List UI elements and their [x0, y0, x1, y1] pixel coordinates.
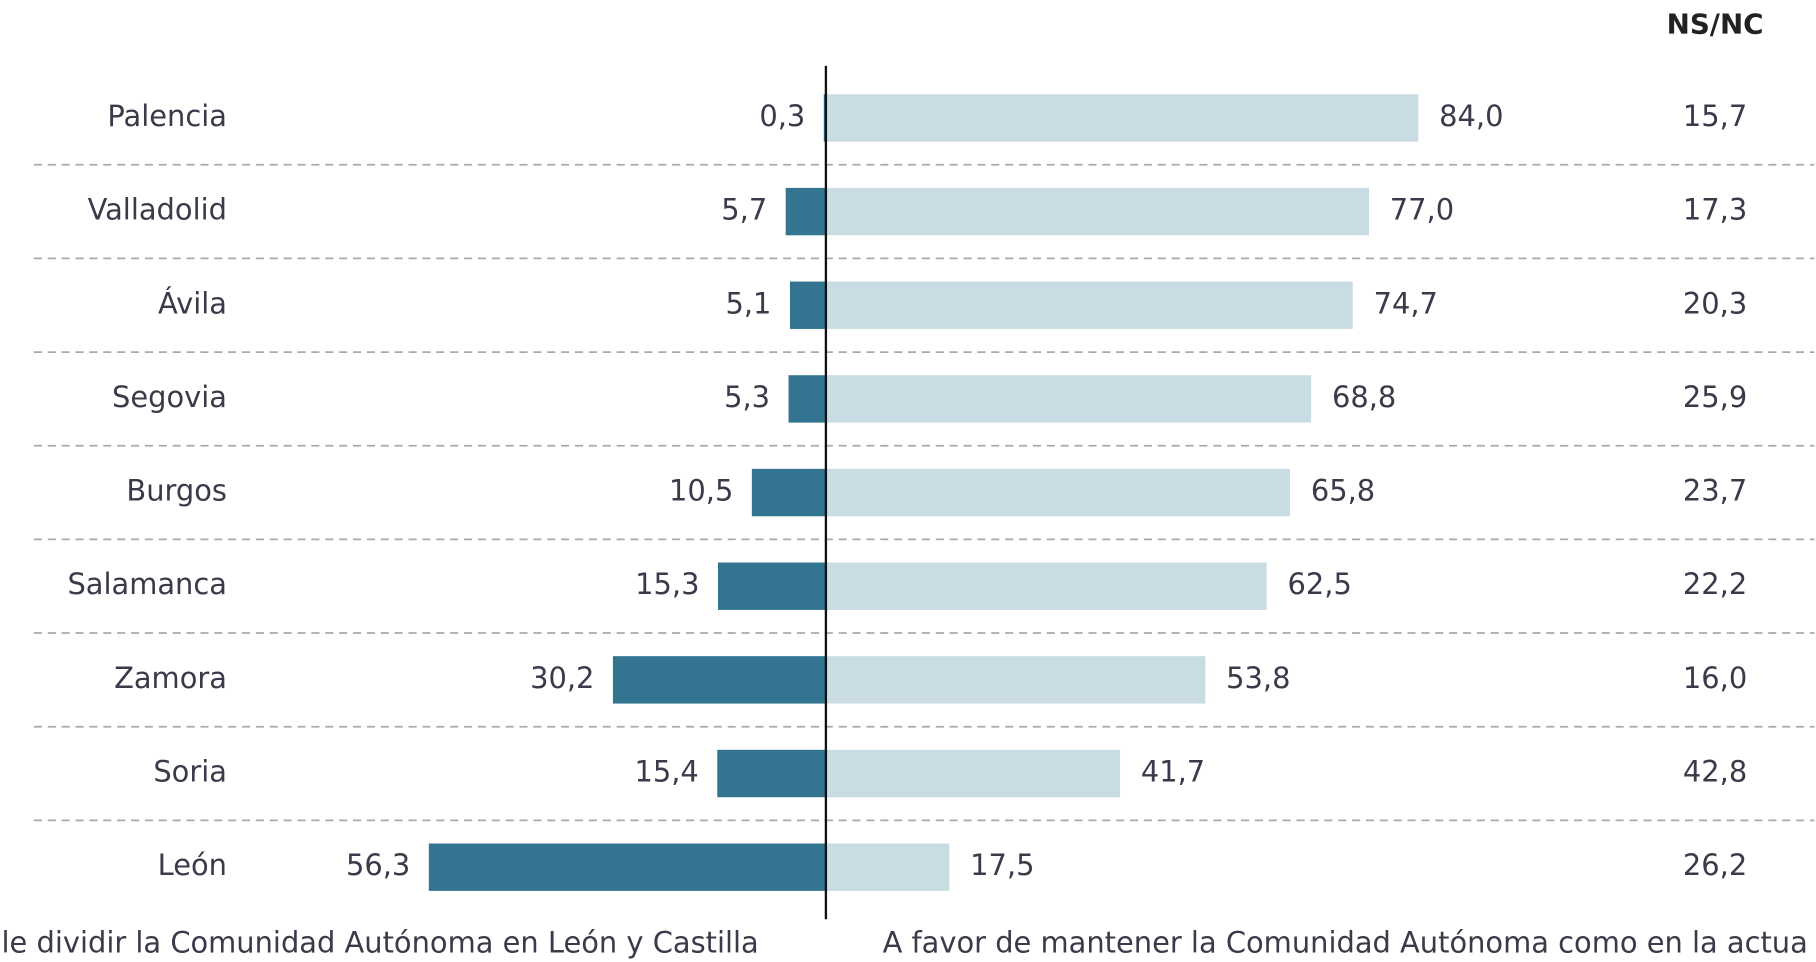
bar-right: [825, 94, 1419, 142]
nsnc-value: 42,8: [1683, 755, 1747, 789]
category-label: Salamanca: [67, 567, 227, 601]
legend-right: A favor de mantener la Comunidad Autónom…: [883, 926, 1808, 960]
value-label: 17,5: [970, 848, 1034, 882]
value-label: 15,4: [634, 755, 698, 789]
bar-right: [825, 375, 1312, 423]
category-label: Soria: [153, 755, 227, 789]
bar-left: [751, 468, 826, 517]
category-label: Zamora: [114, 661, 227, 695]
bar-right: [825, 562, 1267, 610]
value-label: 10,5: [669, 474, 733, 508]
value-label: 56,3: [346, 848, 410, 882]
value-label: 84,0: [1439, 99, 1503, 133]
value-label: 5,7: [721, 193, 767, 227]
category-label: León: [158, 848, 227, 882]
value-label: 0,3: [759, 99, 805, 133]
value-label: 68,8: [1332, 380, 1396, 414]
nsnc-value: 16,0: [1683, 661, 1747, 695]
category-label: Burgos: [126, 474, 227, 508]
bar-left: [428, 843, 826, 891]
nsnc-value: 23,7: [1683, 474, 1747, 508]
bar-left: [789, 281, 826, 329]
bar-left: [612, 656, 826, 704]
value-label: 65,8: [1311, 474, 1375, 508]
nsnc-value: 26,2: [1683, 848, 1747, 882]
nsnc-value: 25,9: [1683, 380, 1747, 414]
nsnc-value: 20,3: [1683, 286, 1747, 320]
nsnc-value: 22,2: [1683, 567, 1747, 601]
value-label: 62,5: [1288, 567, 1352, 601]
value-label: 77,0: [1390, 193, 1454, 227]
bar-right: [825, 281, 1353, 329]
nsnc-value: 15,7: [1683, 99, 1747, 133]
bar-left: [788, 375, 826, 423]
bar-right: [825, 656, 1206, 704]
bar-right: [825, 843, 950, 891]
value-label: 30,2: [530, 661, 594, 695]
category-label: Segovia: [112, 380, 227, 414]
column-header: NS/NC: [1667, 7, 1764, 40]
bar-left: [717, 562, 826, 610]
category-label: Valladolid: [88, 193, 227, 227]
bar-right: [825, 749, 1121, 798]
bar-right: [825, 468, 1291, 517]
bar-left: [785, 187, 826, 236]
legend-left: le dividir la Comunidad Autónoma en León…: [2, 926, 759, 960]
value-label: 5,3: [724, 380, 770, 414]
nsnc-value: 17,3: [1683, 193, 1747, 227]
value-label: 41,7: [1141, 755, 1205, 789]
bar-left: [717, 749, 826, 798]
category-label: Palencia: [107, 99, 227, 133]
value-label: 15,3: [635, 567, 699, 601]
value-label: 5,1: [725, 286, 771, 320]
bar-right: [825, 187, 1369, 236]
value-label: 53,8: [1226, 661, 1290, 695]
category-label: Ávila: [158, 286, 227, 320]
value-label: 74,7: [1374, 286, 1438, 320]
